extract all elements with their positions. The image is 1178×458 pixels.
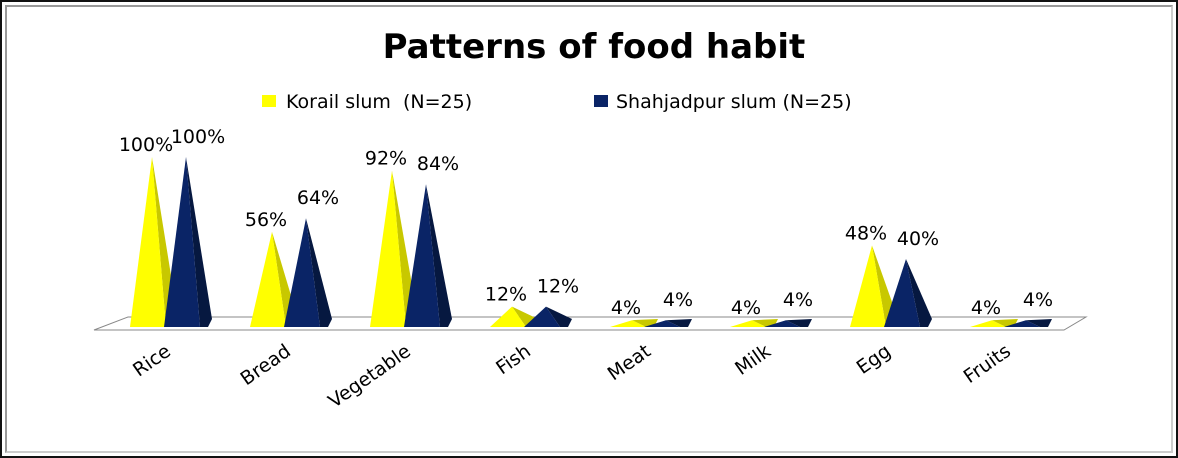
pyramid-side <box>1026 319 1052 327</box>
pyramid-bar <box>370 170 406 327</box>
pyramid-bar <box>130 157 166 327</box>
data-label: 56% <box>245 209 287 231</box>
pyramid-bar <box>764 320 800 327</box>
pyramid-bar <box>850 245 886 327</box>
pyramid-side <box>426 184 452 327</box>
category-label: Fruits <box>960 340 1015 388</box>
data-label: 4% <box>971 297 1001 319</box>
legend-label-shahjadpur: Shahjadpur slum (N=25) <box>616 91 852 113</box>
data-label: 4% <box>663 289 693 311</box>
data-label: 4% <box>783 289 813 311</box>
data-label: 4% <box>611 297 641 319</box>
pyramid-bar <box>970 320 1006 327</box>
chart-title: Patterns of food habit <box>383 27 806 67</box>
data-label: 92% <box>365 148 407 170</box>
legend-swatch-korail <box>262 95 276 107</box>
pyramid-bar <box>524 306 560 327</box>
data-label: 100% <box>171 126 225 148</box>
data-label: 48% <box>845 222 887 244</box>
category-label: Egg <box>853 340 895 379</box>
pyramid-bar <box>884 259 920 327</box>
legend: Korail slum (N=25) Shahjadpur slum (N=25… <box>262 91 852 113</box>
pyramid-side <box>786 319 812 327</box>
pyramid-bar <box>644 320 680 327</box>
pyramid-bar <box>730 320 766 327</box>
legend-label-korail: Korail slum (N=25) <box>286 91 472 113</box>
data-label: 4% <box>1023 289 1053 311</box>
legend-swatch-shahjadpur <box>594 95 608 107</box>
category-label: Milk <box>731 340 775 380</box>
category-label: Vegetable <box>324 340 415 413</box>
pyramid-bar <box>610 320 646 327</box>
pyramid-bar <box>284 218 320 327</box>
pyramid-side <box>906 259 932 327</box>
category-label: Meat <box>604 340 655 385</box>
pyramid-side <box>666 319 692 327</box>
data-label: 40% <box>897 228 939 250</box>
category-label: Fish <box>492 340 535 379</box>
data-label: 84% <box>417 153 459 175</box>
category-label: Bread <box>237 340 295 390</box>
pyramid-side <box>306 218 332 327</box>
chart-inner-border <box>5 5 1173 453</box>
pyramid-bar <box>250 231 286 327</box>
pyramid-bar <box>1004 320 1040 327</box>
data-label: 64% <box>297 187 339 209</box>
pyramid-bar <box>490 306 526 327</box>
data-label: 4% <box>731 297 761 319</box>
data-label: 100% <box>119 134 173 156</box>
pyramid-side <box>546 306 572 327</box>
pyramid-side <box>186 157 212 327</box>
chart-floor <box>93 316 1088 331</box>
data-label: 12% <box>537 276 579 298</box>
category-label: Rice <box>129 340 175 381</box>
pyramid-bar <box>164 157 200 327</box>
data-label: 12% <box>485 284 527 306</box>
pyramid-bar <box>404 184 440 327</box>
